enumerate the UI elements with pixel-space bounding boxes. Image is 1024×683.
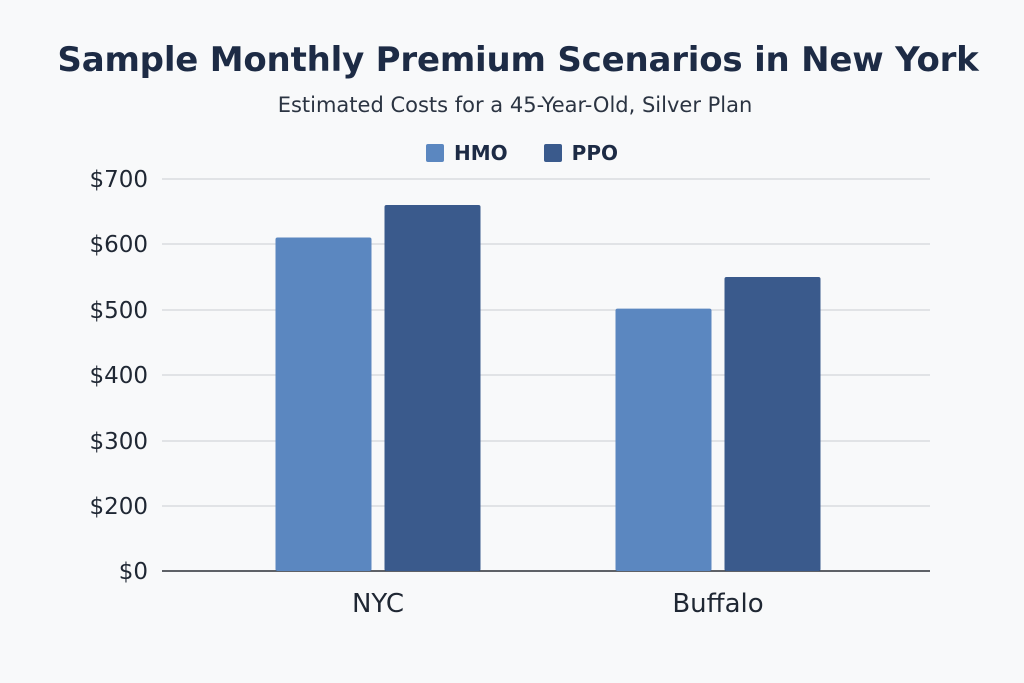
legend-item-ppo: PPO <box>543 141 618 165</box>
bar-ppo-buffalo <box>724 277 821 571</box>
y-tick-label: $200 <box>89 494 148 520</box>
legend-item-hmo: HMO <box>426 141 508 165</box>
chart-subtitle: Estimated Costs for a 45-Year-Old, Silve… <box>277 93 753 117</box>
y-tick-label: $700 <box>89 167 148 193</box>
y-tick-label: $300 <box>89 429 148 455</box>
chart-legend: HMO PPO <box>0 141 1024 165</box>
bar-hmo-buffalo <box>615 308 712 571</box>
chart-title: Sample Monthly Premium Scenarios in New … <box>57 40 979 80</box>
bar-hmo-nyc <box>275 237 372 571</box>
x-category-label: Buffalo <box>672 589 763 619</box>
bar-ppo-nyc <box>384 205 481 571</box>
legend-swatch-ppo <box>543 144 562 162</box>
y-tick-label: $500 <box>89 298 148 324</box>
x-category-label: NYC <box>352 589 404 619</box>
legend-label-hmo: HMO <box>454 141 508 165</box>
y-tick-label: $600 <box>89 232 148 258</box>
y-tick-label: $0 <box>119 559 148 585</box>
legend-swatch-hmo <box>426 144 444 162</box>
legend-label-ppo: PPO <box>571 141 618 165</box>
y-tick-label: $400 <box>89 363 148 389</box>
